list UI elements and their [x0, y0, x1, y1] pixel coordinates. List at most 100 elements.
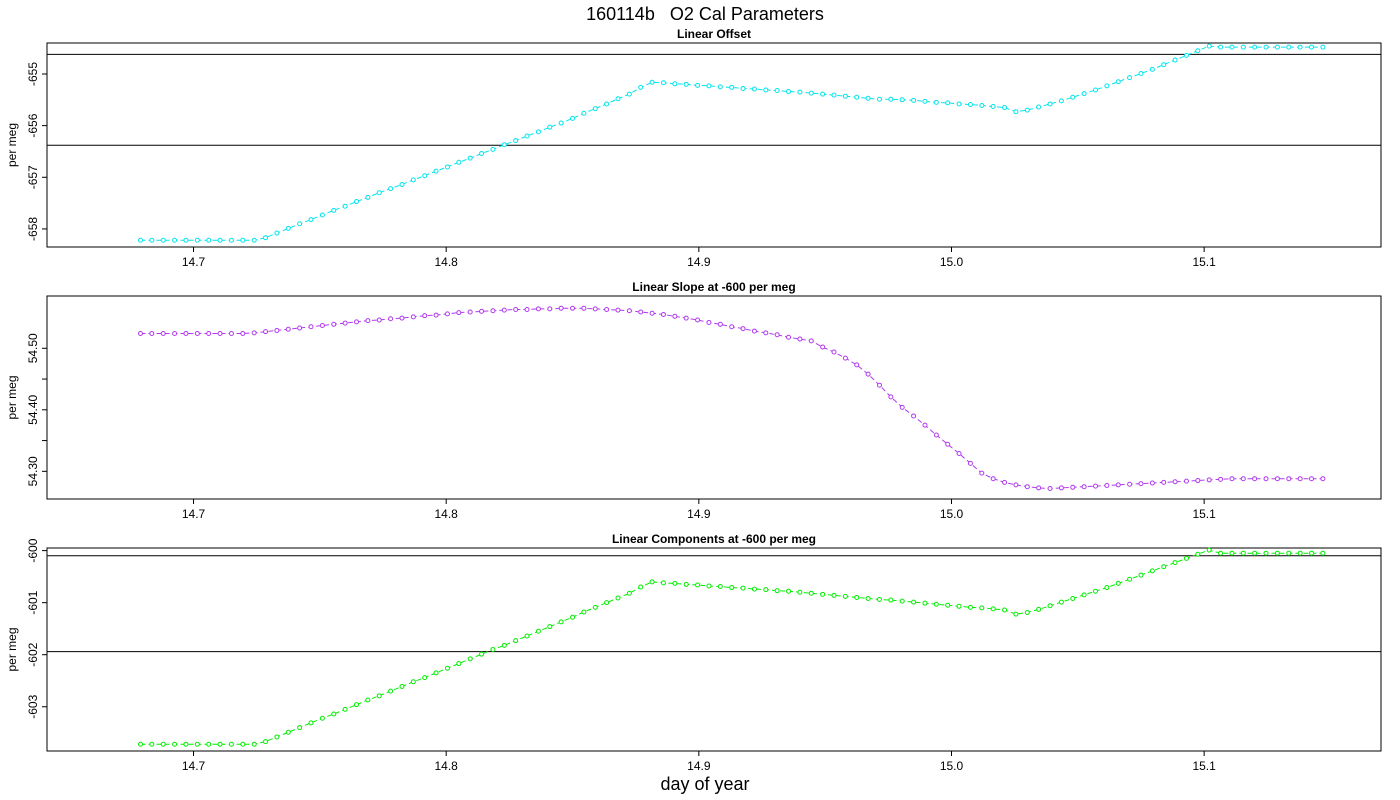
data-point [842, 593, 848, 599]
data-point [604, 600, 610, 606]
data-point [1320, 476, 1326, 482]
data-point [660, 80, 666, 86]
data-point [501, 142, 507, 148]
panel-title: Linear Offset [677, 27, 751, 41]
data-point [797, 336, 803, 342]
data-point [513, 138, 519, 144]
data-point [751, 328, 757, 334]
data-point [808, 90, 814, 96]
data-point [660, 311, 666, 317]
data-point [297, 325, 303, 331]
data-point [388, 186, 394, 192]
x-tick-label: 14.9 [687, 255, 711, 269]
data-point [990, 104, 996, 110]
data-point [456, 661, 462, 667]
data-point [1206, 477, 1212, 483]
data-point [649, 579, 655, 585]
data-point [1127, 481, 1133, 487]
data-point [1149, 568, 1155, 574]
plot-frame [46, 547, 1382, 752]
data-point [740, 326, 746, 332]
data-point [274, 230, 280, 236]
data-point [899, 404, 905, 410]
data-point [194, 741, 200, 747]
data-point [604, 307, 610, 313]
data-point [1115, 482, 1121, 488]
series-line [140, 45, 1323, 241]
data-point [729, 84, 735, 90]
data-point [581, 110, 587, 116]
data-point [763, 87, 769, 93]
data-point [808, 590, 814, 596]
x-tick-label: 15.0 [940, 255, 964, 269]
data-point [365, 194, 371, 200]
data-point [1252, 550, 1258, 556]
data-point [240, 331, 246, 337]
data-point [285, 326, 291, 332]
data-point [376, 317, 382, 323]
x-tick-label: 14.8 [435, 255, 459, 269]
data-point [206, 237, 212, 243]
data-point [899, 97, 905, 103]
data-point [570, 115, 576, 121]
data-point [1320, 44, 1326, 50]
data-point [1047, 603, 1053, 609]
data-point [1024, 107, 1030, 113]
x-tick-label: 14.9 [687, 759, 711, 773]
data-point [876, 382, 882, 388]
data-point [467, 309, 473, 315]
data-point [1218, 44, 1224, 50]
data-point [763, 330, 769, 336]
data-point [342, 706, 348, 712]
y-axis-label: per meg [5, 123, 19, 167]
data-point [774, 332, 780, 338]
data-point [888, 394, 894, 400]
data-point [172, 741, 178, 747]
data-point [137, 331, 143, 337]
data-point [854, 594, 860, 600]
data-point [353, 199, 359, 205]
data-point [1286, 550, 1292, 556]
data-point [1183, 52, 1189, 58]
data-point [388, 316, 394, 322]
data-point [535, 129, 541, 135]
data-point [695, 582, 701, 588]
data-point [638, 309, 644, 315]
data-point [1002, 105, 1008, 111]
data-point [342, 320, 348, 326]
panel-1: Linear Offset 14.7 14.8 14.9 15.0 15.1 -658 -65… [5, 27, 1382, 269]
data-point [365, 318, 371, 324]
x-tick-label: 15.1 [1192, 255, 1216, 269]
data-point [1274, 44, 1280, 50]
data-point [1058, 98, 1064, 104]
data-point [1024, 484, 1030, 490]
data-point [672, 580, 678, 586]
data-point [592, 306, 598, 312]
data-point [1309, 550, 1315, 556]
data-point [319, 212, 325, 218]
data-point [274, 734, 280, 740]
data-point [786, 588, 792, 594]
data-point [490, 146, 496, 152]
data-point [876, 597, 882, 603]
data-point [194, 331, 200, 337]
data-point [865, 595, 871, 601]
data-point [1115, 79, 1121, 85]
data-point [876, 96, 882, 102]
panel-title: Linear Components at -600 per meg [612, 532, 816, 546]
data-point [615, 96, 621, 102]
data-point [979, 605, 985, 611]
data-point [228, 741, 234, 747]
data-point [1309, 44, 1315, 50]
data-point [979, 470, 985, 476]
data-point [740, 85, 746, 91]
data-point [990, 606, 996, 612]
data-point [1161, 62, 1167, 68]
data-point [1297, 44, 1303, 50]
data-point [263, 329, 269, 335]
data-point [1058, 485, 1064, 491]
main-title: 160114b O2 Cal Parameters [586, 4, 824, 24]
data-point [263, 235, 269, 241]
data-point [626, 91, 632, 97]
y-tick-label: -656 [26, 113, 40, 137]
